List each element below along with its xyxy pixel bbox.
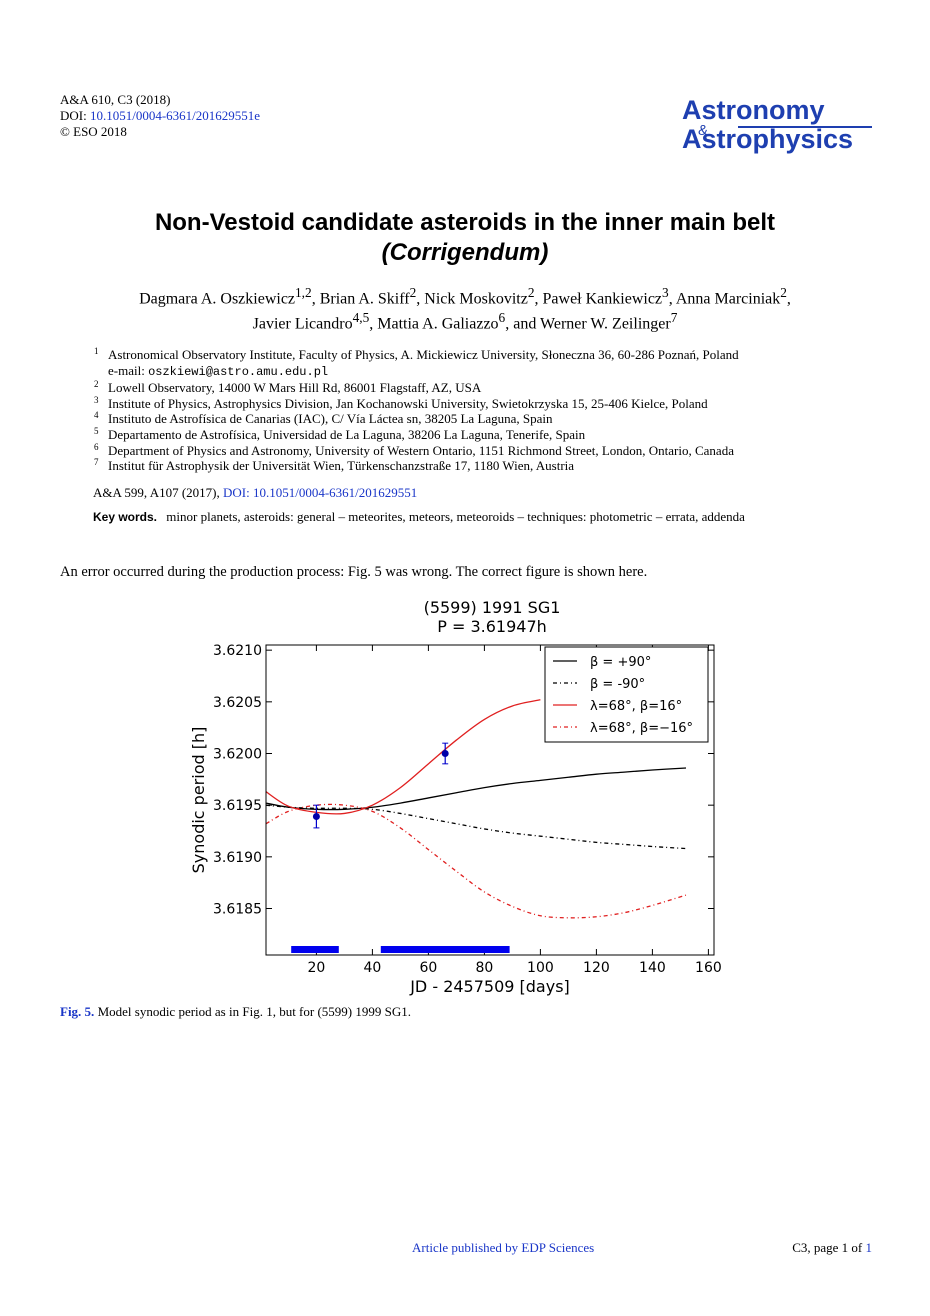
affiliation: 6 Department of Physics and Astronomy, Un… <box>94 441 734 458</box>
keywords-label: Key words. <box>93 510 158 524</box>
author-affil: 3 <box>662 285 669 300</box>
journal-logo: Astronomy & Astrophysics <box>682 96 872 156</box>
author: Werner W. Zeilinger <box>540 315 671 333</box>
page-prefix: C3, page 1 of <box>792 1240 863 1255</box>
paper-title: Non-Vestoid candidate asteroids in the i… <box>0 208 930 268</box>
affiliation: 5 Departamento de Astrofísica, Universida… <box>94 425 586 442</box>
reference-text: A&A 599, A107 (2017), <box>93 485 220 500</box>
affiliation: 4 Instituto de Astrofísica de Canarias (I… <box>94 410 553 427</box>
series-line-3 <box>266 699 541 815</box>
author-affil: 2 <box>527 285 535 300</box>
x-tick-label: 140 <box>639 960 666 976</box>
journal-meta: A&A 610, C3 (2018) DOI: 10.1051/0004-636… <box>60 92 260 140</box>
author-affil: 2 <box>409 285 417 300</box>
chart-title: (5599) 1991 SG1 <box>424 598 561 617</box>
doi-label: DOI: <box>60 108 87 123</box>
author: Nick Moskovitz <box>424 290 528 308</box>
page-total-link[interactable]: 1 <box>865 1240 873 1255</box>
original-doi-link[interactable]: DOI: 10.1051/0004-6361/201629551 <box>223 485 418 500</box>
author-affil: 1,2 <box>295 285 312 300</box>
author-affil: 6 <box>498 310 506 326</box>
affiliation: 3 Institute of Physics, Astrophysics Divi… <box>94 394 708 411</box>
x-tick-label: 80 <box>475 960 493 976</box>
publisher-link[interactable]: Article published by EDP Sciences <box>412 1240 595 1255</box>
page-number: C3, page 1 of 1 <box>792 1240 872 1256</box>
author: Mattia A. Galiazzo <box>377 315 499 333</box>
author-line-1: Dagmara A. Oszkiewicz1,2, Brian A. Skiff… <box>139 285 791 308</box>
y-tick-label: 3.6190 <box>213 850 262 866</box>
affiliation: 1 Astronomical Observatory Institute, Fac… <box>94 346 739 362</box>
keywords: Key words. minor planets, asteroids: gen… <box>93 509 745 525</box>
author: Brian A. Skiff <box>319 290 410 308</box>
series-layer <box>266 699 687 919</box>
series-line-4 <box>266 803 687 919</box>
title-main: Non-Vestoid candidate asteroids in the i… <box>154 209 776 236</box>
x-tick-label: 40 <box>363 960 381 976</box>
title-sub: (Corrigendum) <box>381 239 549 266</box>
legend-box <box>544 646 709 743</box>
author: Anna Marciniak <box>675 290 781 308</box>
keywords-text: minor planets, asteroids: general – mete… <box>166 509 745 524</box>
author: Paweł Kankiewicz <box>542 290 663 308</box>
author-affil: 2 <box>780 285 787 300</box>
doi-line: DOI: 10.1051/0004-6361/201629551e <box>60 108 260 124</box>
body-text: An error occurred during the production … <box>60 564 648 580</box>
logo-astronomy: Astronomy <box>682 95 825 125</box>
caption-text: Model synodic period as in Fig. 1, but f… <box>97 1004 411 1019</box>
doi-link[interactable]: 10.1051/0004-6361/201629551e <box>89 108 261 123</box>
axis-ticks: 20 40 60 80 100 120 140 160 3.6185 3.6190 3.6195 3.… <box>213 643 722 976</box>
author: Dagmara A. Oszkiewicz <box>139 290 296 308</box>
series-line-1 <box>266 767 687 811</box>
affiliation: 7 Institut für Astrophysik der Universitä… <box>94 457 575 474</box>
y-tick-label: 3.6185 <box>213 902 262 918</box>
chart-subtitle: P = 3.61947h <box>437 617 547 636</box>
y-axis-label: Synodic period [h] <box>189 727 208 874</box>
y-tick-label: 3.6195 <box>213 798 262 814</box>
legend-label: λ=68°, β=16° <box>590 699 682 714</box>
coverage-bar <box>380 946 510 953</box>
legend-label: λ=68°, β=−16° <box>590 721 693 736</box>
legend-label: β = -90° <box>590 677 645 692</box>
x-tick-label: 60 <box>419 960 437 976</box>
logo-ampersand: & <box>698 122 709 139</box>
y-tick-label: 3.6210 <box>213 643 262 659</box>
x-tick-label: 160 <box>695 960 722 976</box>
coverage-bar <box>291 946 339 953</box>
citation: A&A 610, C3 (2018) <box>60 92 171 107</box>
logo-astrophysics: Astrophysics <box>682 124 854 154</box>
email-link[interactable]: oszkiewi@astro.amu.edu.pl <box>148 364 329 379</box>
observation-point <box>441 750 449 757</box>
author-line-2: Javier Licandro4,5, Mattia A. Galiazzo6,… <box>252 310 678 333</box>
y-tick-label: 3.6200 <box>213 747 262 763</box>
affiliations: 1 Astronomical Observatory Institute, Fac… <box>90 346 739 474</box>
observation-point <box>312 813 320 821</box>
x-axis-label: JD - 2457509 [days] <box>409 977 570 996</box>
x-tick-label: 120 <box>583 960 610 976</box>
legend: β = +90° β = -90° λ=68°, β=16° λ=68°, β=−16… <box>544 646 709 743</box>
coverage-bars <box>291 946 510 953</box>
y-tick-label: 3.6205 <box>213 695 262 711</box>
observations-layer <box>312 742 449 829</box>
x-tick-label: 20 <box>307 960 325 976</box>
author-list: Dagmara A. Oszkiewicz1,2, Brian A. Skiff… <box>0 283 930 334</box>
series-line-2 <box>266 804 687 850</box>
original-reference: A&A 599, A107 (2017), DOI: 10.1051/0004-… <box>93 485 417 501</box>
affiliation: 2 Lowell Observatory, 14000 W Mars Hill R… <box>94 379 482 396</box>
plot-frame <box>265 644 715 956</box>
logo-rule <box>738 126 872 128</box>
caption-label[interactable]: Fig. 5. <box>60 1004 95 1019</box>
copyright: © ESO 2018 <box>60 124 127 139</box>
author-affil: 4,5 <box>352 310 370 326</box>
legend-label: β = +90° <box>590 655 651 670</box>
figure-caption: Fig. 5. Model synodic period as in Fig. … <box>60 1004 411 1020</box>
author-affil: 7 <box>670 310 678 326</box>
affiliation-email: e-mail: oszkiewi@astro.amu.edu.pl <box>108 362 329 379</box>
figure-5-chart: (5599) 1991 SG1 P = 3.61947h 20 40 60 80 100… <box>189 598 722 996</box>
author: Javier Licandro <box>252 315 353 333</box>
x-tick-label: 100 <box>527 960 554 976</box>
